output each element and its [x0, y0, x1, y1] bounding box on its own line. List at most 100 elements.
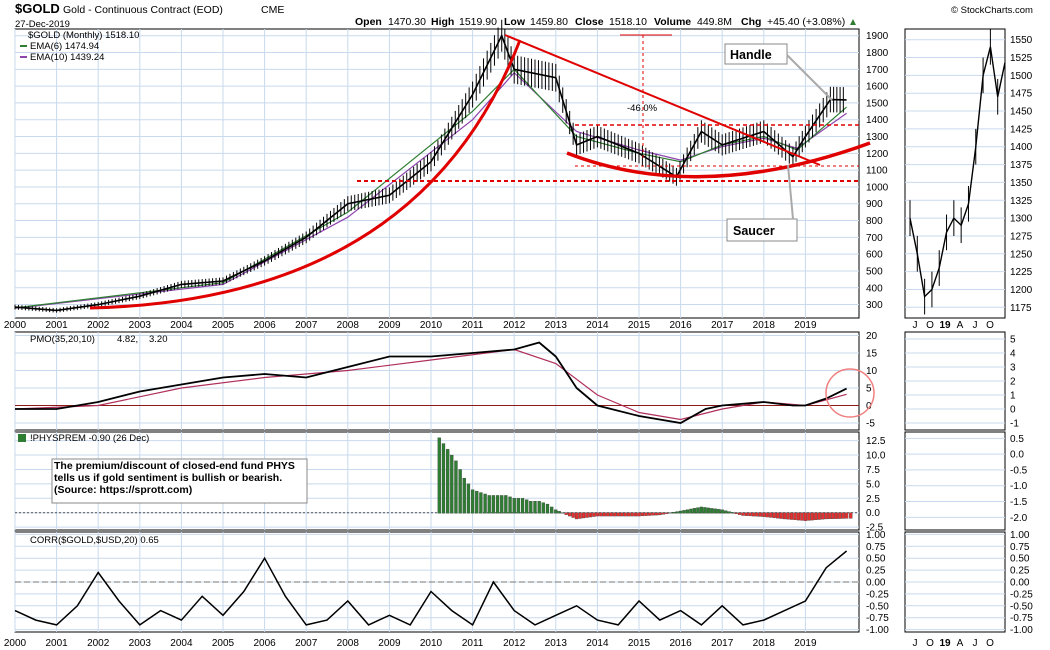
- premium-bar: [710, 508, 714, 514]
- zoom-y-tick-label: 2: [1010, 377, 1016, 388]
- premium-bar: [585, 512, 589, 518]
- series: [14, 19, 1006, 627]
- open-label: Open: [355, 16, 382, 28]
- y-tick-label: -0.75: [866, 613, 889, 624]
- zoom-x-tick-label-bottom: A: [957, 638, 964, 649]
- x-tick-label-bottom: 2010: [420, 638, 443, 649]
- x-tick-label-top: 2017: [711, 320, 734, 331]
- premium-bar: [637, 512, 641, 517]
- y-tick-label: 1000: [866, 182, 889, 193]
- zoom-y-tick-label: 1175: [1010, 303, 1032, 314]
- header-exchange: CME: [261, 4, 284, 16]
- premium-bar: [557, 511, 561, 514]
- y-tick-label: 600: [866, 250, 883, 261]
- zoom-y-tick-label: 4: [1010, 349, 1016, 360]
- premium-bar: [779, 512, 783, 519]
- pmo-line: [15, 341, 847, 424]
- premium-bar: [807, 512, 811, 521]
- y-tick-label: 0.25: [866, 566, 886, 577]
- legend-pmo: PMO(35,20,10): [30, 334, 95, 345]
- x-tick-label-bottom: 2016: [669, 638, 692, 649]
- low-value: 1459.80: [530, 16, 568, 28]
- y-tick-label: 5.0: [866, 479, 880, 490]
- zoom-y-tick-label: 1: [1010, 391, 1016, 402]
- zoom-y-tick-label: -1: [1010, 419, 1019, 430]
- premium-bar: [568, 512, 572, 517]
- zoom-price-panel: [904, 28, 1006, 319]
- zoom-y-tick-label: 1375: [1010, 160, 1033, 171]
- zoom-y-tick-label: 1475: [1010, 89, 1033, 100]
- premium-bar: [692, 508, 697, 514]
- y-tick-label: 0.50: [866, 554, 886, 565]
- premium-bar: [588, 512, 593, 518]
- x-tick-label-top: 2002: [87, 320, 110, 331]
- zoom-x-tick-label-bottom: O: [986, 638, 994, 649]
- zoom-y-tick-label: -0.50: [1010, 601, 1033, 612]
- premium-bar: [512, 498, 516, 514]
- legend-price: $GOLD (Monthly) 1518.10: [28, 30, 139, 41]
- premium-bar: [500, 495, 504, 514]
- downtrend-line: [504, 34, 821, 166]
- y-tick-label: 0.0: [866, 508, 880, 519]
- zoom-x-tick-label: O: [926, 320, 934, 331]
- x-tick-label-bottom: 2008: [337, 638, 360, 649]
- premium-bar: [640, 512, 645, 517]
- y-tick-label: 10.0: [866, 451, 886, 462]
- x-tick-label-bottom: 2000: [4, 638, 27, 649]
- premium-bar: [706, 507, 710, 514]
- x-tick-label-bottom: 2014: [586, 638, 609, 649]
- premium-bar: [717, 509, 721, 514]
- premium-bar: [504, 495, 508, 514]
- zoom-x-tick-label: J: [913, 320, 918, 331]
- premium-bar: [724, 510, 728, 514]
- premium-bar: [479, 492, 483, 514]
- x-tick-label-top: 2006: [253, 320, 276, 331]
- premium-bar: [613, 512, 617, 517]
- zoom-y-tick-label: 1225: [1010, 267, 1033, 278]
- premium-bar: [782, 512, 787, 520]
- premium-bar: [838, 512, 842, 519]
- x-tick-label-top: 2011: [462, 320, 484, 331]
- y-tick-label: 1100: [866, 166, 888, 177]
- handle-label: Handle: [730, 48, 772, 62]
- drop-label: -46.0%: [627, 103, 658, 114]
- premium-bar: [800, 512, 804, 521]
- zoom-y-tick-label: -0.25: [1010, 589, 1033, 600]
- y-tick-label: 900: [866, 199, 883, 210]
- x-tick-label-top: 2016: [669, 320, 692, 331]
- zoom-y-tick-label: 1250: [1010, 249, 1033, 260]
- phys-note-box: The premium/discount of closed-end fund …: [51, 458, 308, 504]
- x-tick-label-top: 2003: [129, 320, 152, 331]
- y-tick-label: -5: [866, 419, 875, 430]
- zoom-y-tick-label: 1300: [1010, 214, 1033, 225]
- y-tick-label: 0.75: [866, 542, 886, 553]
- premium-bar: [793, 512, 797, 520]
- premium-bar: [737, 512, 742, 515]
- premium-bar: [458, 469, 462, 514]
- premium-bar: [675, 511, 679, 514]
- volume-label: Volume: [654, 16, 691, 28]
- uptrend-curve: [89, 39, 522, 310]
- premium-bar: [703, 507, 707, 514]
- saucer-curve: [566, 141, 871, 179]
- premium-bar: [574, 512, 579, 520]
- zoom-y-tick-label: -0.75: [1010, 613, 1033, 624]
- y-tick-label: 1700: [866, 65, 889, 76]
- y-tick-label: 1500: [866, 98, 889, 109]
- x-tick-label-top: 2018: [753, 320, 776, 331]
- premium-bar: [450, 454, 454, 514]
- premium-bar: [520, 498, 525, 514]
- premium-bar: [445, 449, 450, 514]
- x-tick-label-top: 2013: [545, 320, 568, 331]
- premium-bar: [814, 512, 818, 520]
- zoom-y-tick-label: 1325: [1010, 196, 1033, 207]
- premium-bar: [623, 512, 627, 517]
- premium-bar: [682, 510, 686, 514]
- premium-bar: [578, 512, 582, 519]
- y-tick-label: 15: [866, 349, 878, 360]
- zoom-y-tick-label: 0.75: [1010, 542, 1030, 553]
- low-label: Low: [504, 16, 526, 28]
- y-tick-label: 500: [866, 266, 883, 277]
- x-tick-label-bottom: 2013: [545, 638, 568, 649]
- volume-value: 449.8M: [697, 16, 732, 28]
